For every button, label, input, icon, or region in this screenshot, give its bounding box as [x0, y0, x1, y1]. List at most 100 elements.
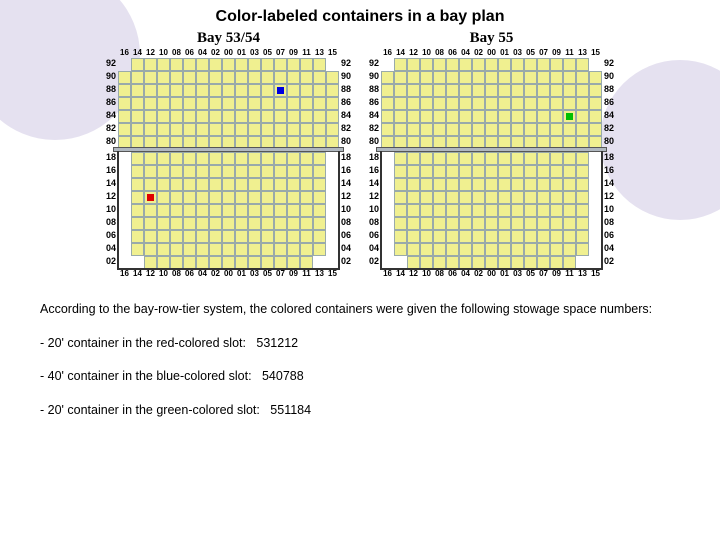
cell	[222, 217, 235, 230]
cell	[381, 204, 394, 217]
cell	[433, 71, 446, 84]
cell	[420, 110, 433, 123]
cell	[209, 165, 222, 178]
cell	[144, 152, 157, 165]
cell	[472, 152, 485, 165]
cell	[300, 71, 313, 84]
cell	[196, 123, 209, 136]
cell	[498, 204, 511, 217]
cell	[261, 152, 274, 165]
cell	[407, 230, 420, 243]
cell	[313, 191, 326, 204]
cell	[407, 110, 420, 123]
cell	[300, 243, 313, 256]
cell	[131, 152, 144, 165]
cell	[170, 178, 183, 191]
item-label: - 20' container in the green-colored slo…	[40, 403, 260, 417]
cell	[326, 256, 339, 269]
cell	[420, 178, 433, 191]
tier-label: 92	[367, 57, 381, 70]
cell	[222, 243, 235, 256]
cell	[144, 110, 157, 123]
hold-grid	[118, 152, 339, 269]
cell	[446, 217, 459, 230]
cell	[131, 204, 144, 217]
cell	[118, 178, 131, 191]
cell	[563, 71, 576, 84]
cell	[485, 165, 498, 178]
tier-label: 14	[367, 177, 381, 190]
cell	[300, 230, 313, 243]
cell	[235, 230, 248, 243]
column-label: 06	[446, 49, 459, 57]
cell	[433, 152, 446, 165]
cell	[261, 217, 274, 230]
cell	[196, 71, 209, 84]
cell	[498, 217, 511, 230]
column-label: 10	[420, 49, 433, 57]
cell	[222, 123, 235, 136]
cell	[170, 84, 183, 97]
column-label: 00	[485, 49, 498, 57]
tier-label: 88	[367, 83, 381, 96]
column-label: 12	[144, 270, 157, 278]
tier-axis-right: 92908886848280	[339, 57, 353, 148]
tier-label: 86	[367, 96, 381, 109]
cell	[485, 204, 498, 217]
tier-label: 90	[602, 70, 616, 83]
column-label: 05	[524, 270, 537, 278]
cell	[459, 71, 472, 84]
column-label: 05	[261, 270, 274, 278]
cell	[274, 71, 287, 84]
cell	[209, 204, 222, 217]
cell	[235, 110, 248, 123]
column-label: 11	[300, 270, 313, 278]
tier-label: 90	[104, 70, 118, 83]
cell	[183, 230, 196, 243]
bay-plans-row: 92908886848280181614121008060402Bay 53/5…	[40, 30, 680, 279]
cell	[589, 110, 602, 123]
cell	[563, 204, 576, 217]
tier-label: 88	[339, 83, 353, 96]
cell	[498, 123, 511, 136]
cell	[420, 243, 433, 256]
cell	[498, 178, 511, 191]
tier-axis-left: 92908886848280	[367, 57, 381, 148]
cell	[498, 152, 511, 165]
tier-label: 82	[339, 122, 353, 135]
cell	[118, 256, 131, 269]
cell	[235, 178, 248, 191]
column-label: 13	[313, 270, 326, 278]
cell	[446, 191, 459, 204]
tier-label: 88	[602, 83, 616, 96]
cell	[472, 123, 485, 136]
tier-label: 84	[339, 109, 353, 122]
tier-label: 90	[367, 70, 381, 83]
cell	[576, 230, 589, 243]
cell	[472, 256, 485, 269]
column-label: 15	[589, 49, 602, 57]
tier-label: 16	[602, 164, 616, 177]
column-label: 02	[472, 270, 485, 278]
cell	[485, 97, 498, 110]
cell	[287, 217, 300, 230]
cell	[261, 230, 274, 243]
cell	[420, 217, 433, 230]
tier-label: 06	[339, 229, 353, 242]
cell	[157, 178, 170, 191]
cell	[498, 71, 511, 84]
cell	[472, 58, 485, 71]
cell	[196, 256, 209, 269]
cell	[589, 256, 602, 269]
column-label: 15	[326, 49, 339, 57]
cell	[170, 58, 183, 71]
cell	[589, 97, 602, 110]
tier-label: 04	[339, 242, 353, 255]
tier-label: 02	[104, 255, 118, 268]
cell	[394, 230, 407, 243]
cell	[118, 165, 131, 178]
column-label: 09	[550, 49, 563, 57]
cell	[563, 217, 576, 230]
column-label: 03	[511, 49, 524, 57]
cell	[550, 204, 563, 217]
